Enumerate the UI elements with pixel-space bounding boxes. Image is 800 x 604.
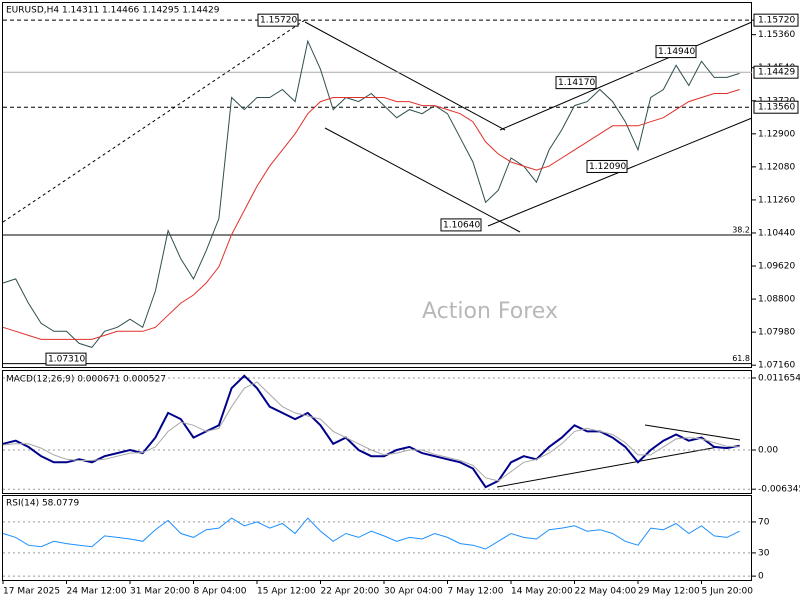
series-line — [2, 381, 740, 482]
y-tick-label: 1.07980 — [758, 328, 795, 338]
x-tick-label: 22 May 04:00 — [575, 587, 637, 597]
x-tick-label: 14 May 20:00 — [511, 587, 573, 597]
price-tag-label: 1.13560 — [758, 103, 795, 113]
y-tick-label: 1.15360 — [758, 30, 795, 40]
x-tick-label: 17 Mar 2025 — [3, 587, 60, 597]
x-tick-label: 29 May 12:00 — [638, 587, 700, 597]
y-tick-label: 1.12080 — [758, 162, 795, 172]
macd-panel — [2, 370, 752, 494]
x-tick-label: 31 Mar 20:00 — [130, 587, 190, 597]
fib-label: 61.8 — [732, 354, 750, 363]
rsi-title: RSI(14) 58.0779 — [6, 499, 79, 509]
annotation-box — [257, 13, 299, 27]
y-tick-label: 1.12900 — [758, 129, 795, 139]
x-tick-label: 7 May 12:00 — [448, 587, 504, 597]
y-tick-label: -0.006345 — [758, 485, 800, 495]
x-tick-label: 15 Apr 12:00 — [257, 587, 316, 597]
price-tag-label: 1.14429 — [758, 68, 795, 78]
series-line — [2, 374, 740, 489]
price-panel — [2, 2, 752, 368]
annotation-label: 1.14940 — [658, 47, 695, 57]
series-line — [2, 517, 740, 550]
macd-title: MACD(12,26,9) 0.000671 0.000527 — [6, 375, 166, 385]
annotation-label: 1.12090 — [589, 162, 626, 172]
price-tag — [753, 100, 799, 114]
fib-label: 38.2 — [732, 225, 750, 234]
series-line — [2, 39, 740, 348]
y-tick-label: 70 — [758, 517, 770, 527]
trend-line — [324, 127, 521, 233]
y-tick-label: 1.09620 — [758, 262, 795, 272]
annotation-box — [586, 159, 628, 173]
annotation-label: 1.14170 — [558, 78, 595, 88]
trend-line — [304, 21, 506, 131]
y-tick-label: 1.11260 — [758, 195, 795, 205]
price-tag-label: 1.15720 — [758, 16, 795, 26]
price-tag — [753, 65, 799, 79]
annotation-box — [440, 218, 482, 232]
chart-title: EURUSD,H4 1.14311 1.14466 1.14295 1.1442… — [6, 6, 220, 16]
annotation-label: 1.10640 — [443, 220, 480, 230]
x-tick-label: 22 Apr 20:00 — [321, 587, 380, 597]
annotation-label: 1.07310 — [48, 355, 85, 365]
y-tick-label: 0 — [758, 572, 764, 582]
trend-line — [2, 19, 306, 223]
annotation-label: 1.15720 — [260, 16, 297, 26]
annotation-box — [555, 76, 597, 90]
trend-line — [496, 446, 719, 488]
trend-line — [499, 21, 753, 131]
annotation-box — [45, 352, 87, 366]
x-tick-label: 5 Jun 20:00 — [702, 587, 754, 597]
watermark: Action Forex — [422, 299, 558, 324]
y-tick-label: 0.00 — [758, 445, 778, 455]
annotation-box — [655, 45, 697, 59]
trend-line — [644, 424, 741, 441]
y-tick-label: 1.10440 — [758, 228, 795, 238]
series-line — [2, 89, 740, 340]
x-tick-label: 24 Mar 12:00 — [67, 587, 127, 597]
y-tick-label: 1.07160 — [758, 361, 795, 371]
y-tick-label: 1.08800 — [758, 295, 795, 305]
y-tick-label: 30 — [758, 548, 770, 558]
x-tick-label: 30 Apr 04:00 — [384, 587, 443, 597]
x-tick-label: 8 Apr 04:00 — [194, 587, 247, 597]
price-tag — [753, 13, 799, 27]
y-tick-label: 0.011654 — [758, 373, 800, 383]
rsi-panel — [2, 495, 752, 581]
